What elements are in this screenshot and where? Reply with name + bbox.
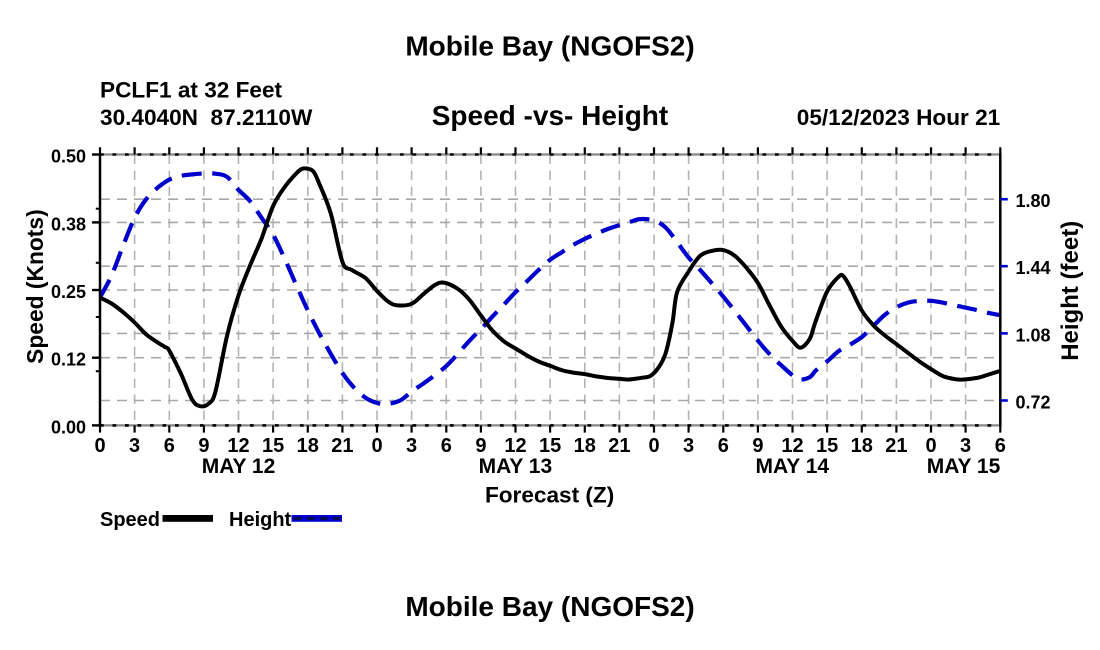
svg-text:MAY 15: MAY 15 xyxy=(927,455,1001,478)
svg-text:15: 15 xyxy=(816,435,838,457)
svg-text:05/12/2023 Hour 21: 05/12/2023 Hour 21 xyxy=(797,105,1000,130)
svg-text:30.4040N 87.2110W: 30.4040N 87.2110W xyxy=(100,105,313,130)
svg-text:Mobile Bay (NGOFS2): Mobile Bay (NGOFS2) xyxy=(405,31,694,62)
svg-text:18: 18 xyxy=(574,435,596,457)
svg-text:Height (feet): Height (feet) xyxy=(1057,221,1084,361)
svg-text:3: 3 xyxy=(683,435,694,457)
svg-text:Speed (Knots): Speed (Knots) xyxy=(22,209,48,364)
svg-text:6: 6 xyxy=(441,435,452,457)
svg-text:3: 3 xyxy=(129,435,140,457)
svg-text:12: 12 xyxy=(227,435,249,457)
svg-text:9: 9 xyxy=(752,435,763,457)
svg-text:21: 21 xyxy=(331,435,353,457)
svg-text:0.25: 0.25 xyxy=(51,282,86,302)
svg-text:6: 6 xyxy=(164,435,175,457)
svg-text:Speed -vs- Height: Speed -vs- Height xyxy=(432,100,668,131)
svg-text:9: 9 xyxy=(198,435,209,457)
svg-text:21: 21 xyxy=(608,435,630,457)
svg-text:0.72: 0.72 xyxy=(1016,392,1051,412)
svg-text:0.50: 0.50 xyxy=(51,147,86,167)
svg-text:0: 0 xyxy=(94,435,105,457)
svg-text:MAY 13: MAY 13 xyxy=(479,455,553,478)
svg-text:Forecast (Z): Forecast (Z) xyxy=(485,482,614,507)
svg-text:MAY 14: MAY 14 xyxy=(756,455,830,478)
svg-text:Speed: Speed xyxy=(100,509,160,531)
svg-text:Height: Height xyxy=(229,509,292,531)
svg-text:21: 21 xyxy=(885,435,907,457)
svg-text:0.38: 0.38 xyxy=(51,214,86,234)
svg-text:9: 9 xyxy=(475,435,486,457)
svg-text:18: 18 xyxy=(297,435,319,457)
svg-text:18: 18 xyxy=(851,435,873,457)
svg-text:15: 15 xyxy=(539,435,561,457)
svg-text:MAY 12: MAY 12 xyxy=(202,455,276,478)
svg-text:1.08: 1.08 xyxy=(1016,325,1051,345)
svg-text:12: 12 xyxy=(781,435,803,457)
svg-text:0: 0 xyxy=(648,435,659,457)
svg-text:Mobile Bay (NGOFS2): Mobile Bay (NGOFS2) xyxy=(405,591,694,622)
svg-text:0: 0 xyxy=(371,435,382,457)
svg-text:0: 0 xyxy=(925,435,936,457)
svg-text:0.12: 0.12 xyxy=(51,350,86,370)
svg-text:3: 3 xyxy=(960,435,971,457)
svg-text:1.44: 1.44 xyxy=(1016,258,1051,278)
svg-text:6: 6 xyxy=(718,435,729,457)
svg-text:12: 12 xyxy=(504,435,526,457)
svg-text:1.80: 1.80 xyxy=(1016,191,1051,211)
svg-text:PCLF1 at 32 Feet: PCLF1 at 32 Feet xyxy=(100,77,283,102)
svg-text:6: 6 xyxy=(995,435,1006,457)
svg-text:15: 15 xyxy=(262,435,284,457)
svg-text:0.00: 0.00 xyxy=(51,417,86,437)
svg-text:3: 3 xyxy=(406,435,417,457)
